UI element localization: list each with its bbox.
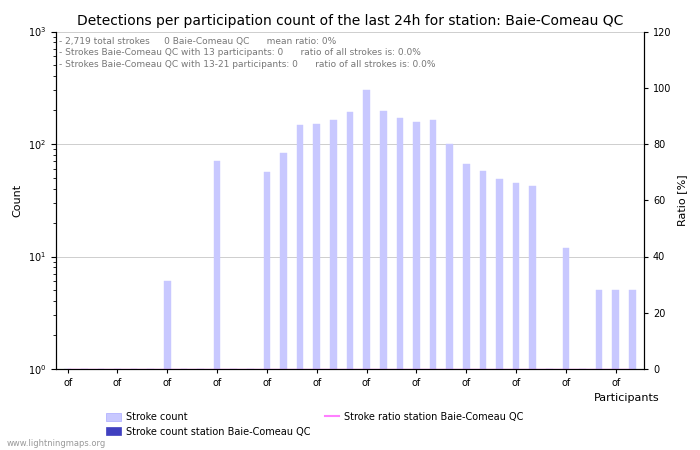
Y-axis label: Count: Count bbox=[13, 184, 22, 217]
Bar bbox=[363, 90, 370, 450]
Bar bbox=[264, 172, 270, 450]
Bar bbox=[97, 369, 104, 450]
Bar bbox=[463, 164, 470, 450]
Bar bbox=[447, 144, 453, 450]
Bar bbox=[513, 183, 519, 450]
Bar bbox=[496, 179, 503, 450]
Bar bbox=[81, 369, 88, 450]
Text: Participants: Participants bbox=[594, 393, 659, 403]
Legend: Stroke count, Stroke count station Baie-Comeau QC, Stroke ratio station Baie-Com: Stroke count, Stroke count station Baie-… bbox=[102, 408, 528, 441]
Bar bbox=[230, 369, 237, 450]
Bar bbox=[430, 121, 436, 450]
Bar bbox=[114, 369, 121, 450]
Bar bbox=[612, 290, 619, 450]
Bar bbox=[314, 124, 320, 450]
Bar bbox=[546, 369, 552, 450]
Bar bbox=[413, 122, 420, 450]
Bar bbox=[197, 369, 204, 450]
Title: Detections per participation count of the last 24h for station: Baie-Comeau QC: Detections per participation count of th… bbox=[77, 14, 623, 27]
Bar bbox=[181, 369, 187, 450]
Bar bbox=[164, 281, 171, 450]
Bar bbox=[596, 290, 603, 450]
Bar bbox=[214, 161, 220, 450]
Bar bbox=[64, 369, 71, 450]
Y-axis label: Ratio [%]: Ratio [%] bbox=[677, 175, 687, 226]
Text: www.lightningmaps.org: www.lightningmaps.org bbox=[7, 439, 106, 448]
Bar bbox=[480, 171, 486, 450]
Bar bbox=[529, 186, 536, 450]
Bar bbox=[629, 290, 636, 450]
Bar bbox=[247, 369, 253, 450]
Bar bbox=[330, 121, 337, 450]
Bar bbox=[346, 112, 354, 450]
Bar bbox=[280, 153, 287, 450]
Bar bbox=[579, 369, 586, 450]
Bar bbox=[563, 248, 569, 450]
Text: - 2,719 total strokes     0 Baie-Comeau QC      mean ratio: 0%
- Strokes Baie-Co: - 2,719 total strokes 0 Baie-Comeau QC m… bbox=[59, 36, 435, 69]
Bar bbox=[380, 111, 386, 450]
Bar bbox=[396, 118, 403, 450]
Bar bbox=[297, 125, 304, 450]
Bar bbox=[131, 369, 137, 450]
Bar bbox=[148, 369, 154, 450]
